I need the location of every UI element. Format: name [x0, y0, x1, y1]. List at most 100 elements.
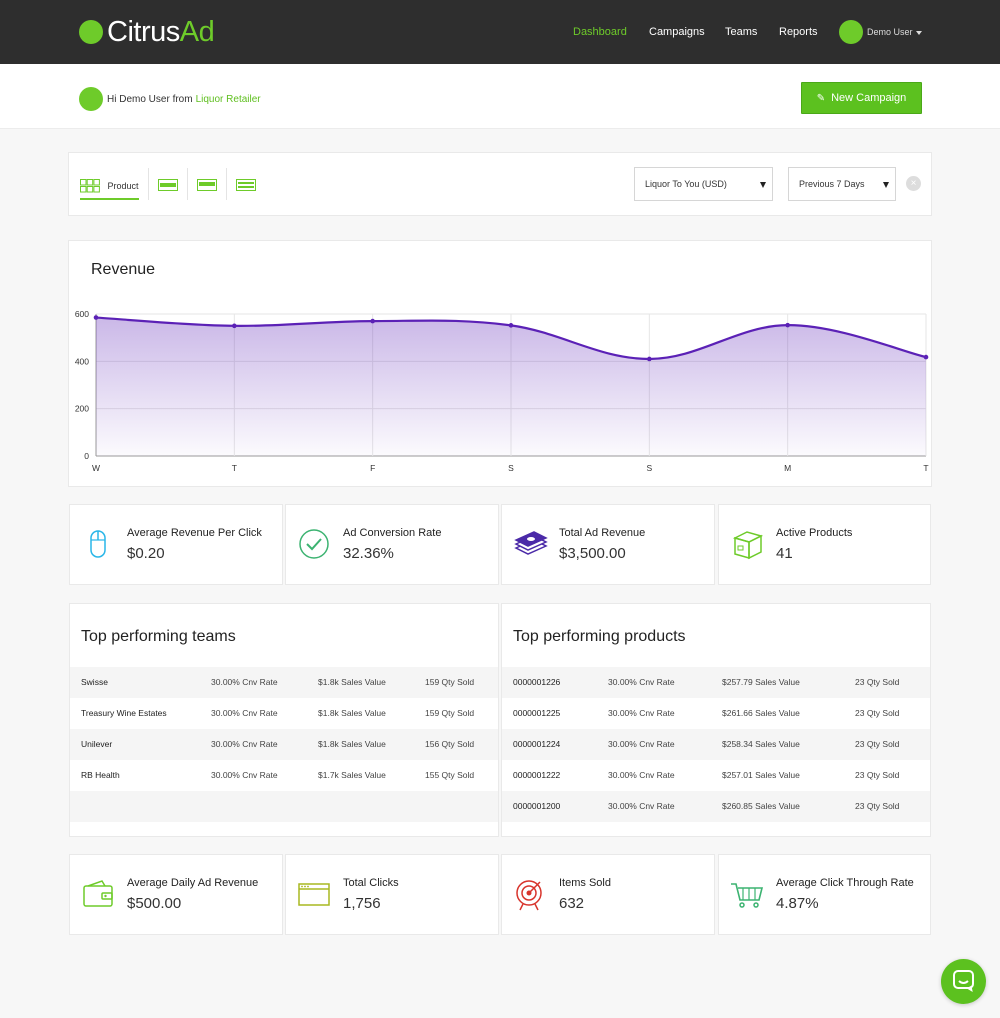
stat-label: Average Click Through Rate	[776, 877, 914, 889]
tab-banner-3[interactable]	[236, 178, 256, 196]
tab-divider	[226, 168, 227, 200]
clear-filters-icon[interactable]: ×	[906, 176, 921, 191]
y-tick-label: 600	[75, 309, 89, 319]
qty-sold: 23 Qty Sold	[855, 708, 900, 718]
team-name: RB Health	[81, 770, 120, 780]
cnv-rate: 30.00% Cnv Rate	[608, 739, 675, 749]
banner-icon	[158, 179, 178, 191]
chat-button[interactable]	[941, 959, 986, 1004]
sales-value: $1.8k Sales Value	[318, 739, 386, 749]
logo-dot-icon	[79, 20, 103, 44]
data-point	[508, 323, 514, 328]
stat-card-active-products: Active Products 41	[718, 504, 931, 585]
data-point	[923, 354, 929, 360]
product-id: 0000001222	[513, 770, 561, 780]
greeting-text: Hi Demo User from	[107, 93, 193, 105]
sales-value: $1.8k Sales Value	[318, 708, 386, 718]
team-name: Treasury Wine Estates	[81, 708, 167, 718]
x-tick-label: S	[508, 463, 514, 473]
stat-card-total-clicks: Total Clicks 1,756	[285, 854, 499, 935]
avatar	[839, 20, 863, 44]
revenue-chart: 0 200 400 600 W T F S S M T	[75, 309, 929, 473]
banner-icon	[197, 179, 217, 191]
nav-reports[interactable]: Reports	[779, 26, 818, 38]
product-id: 0000001224	[513, 739, 561, 749]
empty-table-row	[70, 791, 498, 822]
table-row[interactable]: 0000001224 30.00% Cnv Rate $258.34 Sales…	[502, 729, 930, 760]
nav-campaigns[interactable]: Campaigns	[649, 26, 705, 38]
table-row[interactable]: 0000001225 30.00% Cnv Rate $261.66 Sales…	[502, 698, 930, 729]
qty-sold: 155 Qty Sold	[425, 770, 475, 780]
tab-product[interactable]: Product	[80, 177, 138, 195]
chart-title: Revenue	[91, 261, 156, 278]
y-tick-label: 400	[75, 356, 89, 366]
qty-sold: 23 Qty Sold	[855, 677, 900, 687]
active-tab-indicator	[80, 198, 139, 200]
stat-card-ad-conversion-rate: Ad Conversion Rate 32.36%	[285, 504, 499, 585]
tab-product-label: Product	[107, 180, 139, 191]
product-id: 0000001200	[513, 801, 561, 811]
product-grid-icon	[80, 178, 100, 193]
sales-value: $257.01 Sales Value	[722, 770, 800, 780]
table-row[interactable]: Treasury Wine Estates 30.00% Cnv Rate $1…	[70, 698, 498, 729]
qty-sold: 156 Qty Sold	[425, 739, 475, 749]
wallet-icon	[83, 880, 113, 907]
tab-divider	[187, 168, 188, 200]
table-row[interactable]: Unilever 30.00% Cnv Rate $1.8k Sales Val…	[70, 729, 498, 760]
caret-down-icon	[915, 30, 922, 35]
qty-sold: 159 Qty Sold	[425, 677, 475, 687]
stat-label: Items Sold	[559, 877, 611, 889]
nav-dashboard[interactable]: Dashboard	[573, 26, 627, 38]
period-select-value: Previous 7 Days	[799, 179, 865, 189]
pencil-icon: ✎	[816, 92, 826, 104]
revenue-panel: Revenue 0 200 400 600 W T F S S M T	[68, 240, 932, 487]
table-row[interactable]: 0000001226 30.00% Cnv Rate $257.79 Sales…	[502, 667, 930, 698]
user-menu[interactable]: Demo User	[839, 20, 922, 44]
select-arrow-icon	[760, 182, 766, 188]
sales-value: $257.79 Sales Value	[722, 677, 800, 687]
top-products-panel: Top performing products 0000001226 30.00…	[501, 603, 931, 837]
stat-label: Total Clicks	[343, 877, 399, 889]
product-id: 0000001225	[513, 708, 561, 718]
team-name: Swisse	[81, 677, 108, 687]
y-tick-label: 0	[84, 451, 89, 461]
cnv-rate: 30.00% Cnv Rate	[608, 708, 675, 718]
top-products-title: Top performing products	[513, 628, 686, 645]
stat-value: 32.36%	[343, 545, 394, 562]
cnv-rate: 30.00% Cnv Rate	[211, 677, 278, 687]
tab-divider	[148, 168, 149, 200]
filter-bar: Product Liquor To You (USD) Previous 7 D…	[68, 152, 932, 216]
data-point	[785, 322, 790, 328]
x-tick-label: T	[923, 463, 928, 473]
top-teams-title: Top performing teams	[81, 628, 236, 645]
retailer-select[interactable]: Liquor To You (USD)	[634, 167, 773, 201]
stat-card-avg-revenue-per-click: Average Revenue Per Click $0.20	[69, 504, 283, 585]
top-nav: CitrusAd Dashboard Campaigns Teams Repor…	[0, 0, 1000, 64]
stat-value: 4.87%	[776, 895, 819, 912]
table-row[interactable]: 0000001222 30.00% Cnv Rate $257.01 Sales…	[502, 760, 930, 791]
cnv-rate: 30.00% Cnv Rate	[608, 801, 675, 811]
stat-label: Ad Conversion Rate	[343, 527, 442, 539]
stat-value: 632	[559, 895, 585, 912]
new-campaign-button[interactable]: ✎ New Campaign	[801, 82, 922, 114]
nav-teams[interactable]: Teams	[725, 26, 758, 38]
retailer-link[interactable]: Liquor Retailer	[195, 93, 261, 105]
sales-value: $260.85 Sales Value	[722, 801, 800, 811]
data-point	[370, 318, 375, 324]
table-row[interactable]: RB Health 30.00% Cnv Rate $1.7k Sales Va…	[70, 760, 498, 791]
shopping-cart-icon	[731, 883, 764, 908]
period-select[interactable]: Previous 7 Days	[788, 167, 896, 201]
sales-value: $258.34 Sales Value	[722, 739, 800, 749]
y-tick-label: 200	[75, 404, 89, 414]
tab-banner-2[interactable]	[197, 178, 217, 196]
greeting-avatar	[79, 87, 103, 111]
qty-sold: 23 Qty Sold	[855, 770, 900, 780]
table-row[interactable]: Swisse 30.00% Cnv Rate $1.8k Sales Value…	[70, 667, 498, 698]
money-stack-icon	[514, 531, 548, 555]
target-icon	[516, 880, 542, 911]
mouse-icon	[90, 530, 106, 558]
tab-banner-1[interactable]	[158, 178, 178, 196]
citrusad-logo[interactable]: CitrusAd	[79, 18, 215, 47]
stat-label: Average Revenue Per Click	[127, 527, 262, 539]
table-row[interactable]: 0000001200 30.00% Cnv Rate $260.85 Sales…	[502, 791, 930, 822]
